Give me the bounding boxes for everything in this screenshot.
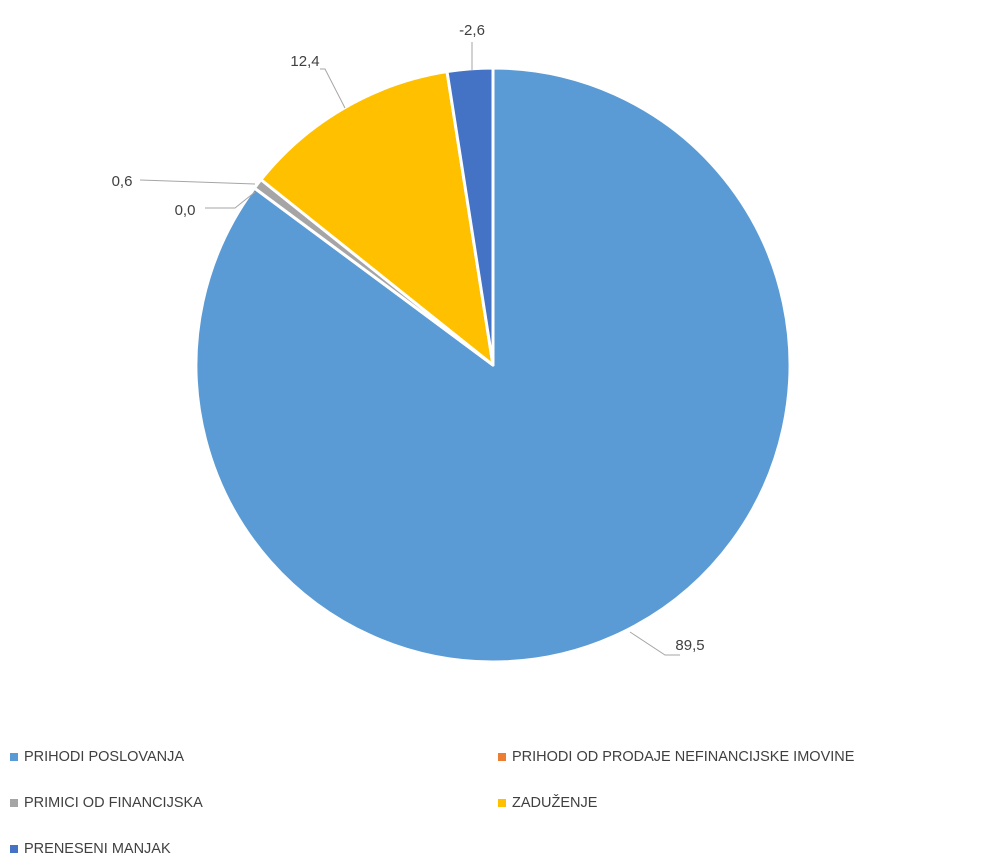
leader-line-1 <box>205 191 256 209</box>
leader-line-0 <box>629 631 680 656</box>
legend-label: PRENESENI MANJAK <box>24 841 171 857</box>
pie-chart: 89,5 0,0 0,6 12,4 -2,6 <box>112 22 792 664</box>
legend-item-4: PRENESENI MANJAK <box>10 841 171 857</box>
legend-item-0: PRIHODI POSLOVANJA <box>10 749 184 765</box>
data-label-0: 89,5 <box>675 637 704 654</box>
legend-item-3: ZADUŽENJE <box>498 795 597 811</box>
legend-label: ZADUŽENJE <box>512 795 598 811</box>
legend-swatch <box>10 845 18 853</box>
legend-label: PRIHODI OD PRODAJE NEFINANCIJSKE IMOVINE <box>512 749 855 765</box>
legend-swatch <box>10 799 18 807</box>
legend-swatch <box>498 799 506 807</box>
data-label-3: 12,4 <box>290 53 319 70</box>
legend-swatch <box>498 753 506 761</box>
leader-line-3 <box>320 68 346 109</box>
legend-label: PRIMICI OD FINANCIJSKA <box>24 795 203 811</box>
pie-slice-4 <box>445 66 495 367</box>
data-label-2: 0,6 <box>112 173 133 190</box>
data-label-4: -2,6 <box>459 22 485 39</box>
legend-label: PRIHODI POSLOVANJA <box>24 749 185 765</box>
legend: PRIHODI POSLOVANJA PRIHODI OD PRODAJE NEF… <box>0 745 989 859</box>
data-label-1: 0,0 <box>175 202 196 219</box>
legend-item-2: PRIMICI OD FINANCIJSKA <box>10 795 203 811</box>
leader-line-2 <box>139 179 256 185</box>
legend-swatch <box>10 753 18 761</box>
legend-item-1: PRIHODI OD PRODAJE NEFINANCIJSKE IMOVINE <box>498 749 854 765</box>
pie-slice-3 <box>259 70 495 367</box>
